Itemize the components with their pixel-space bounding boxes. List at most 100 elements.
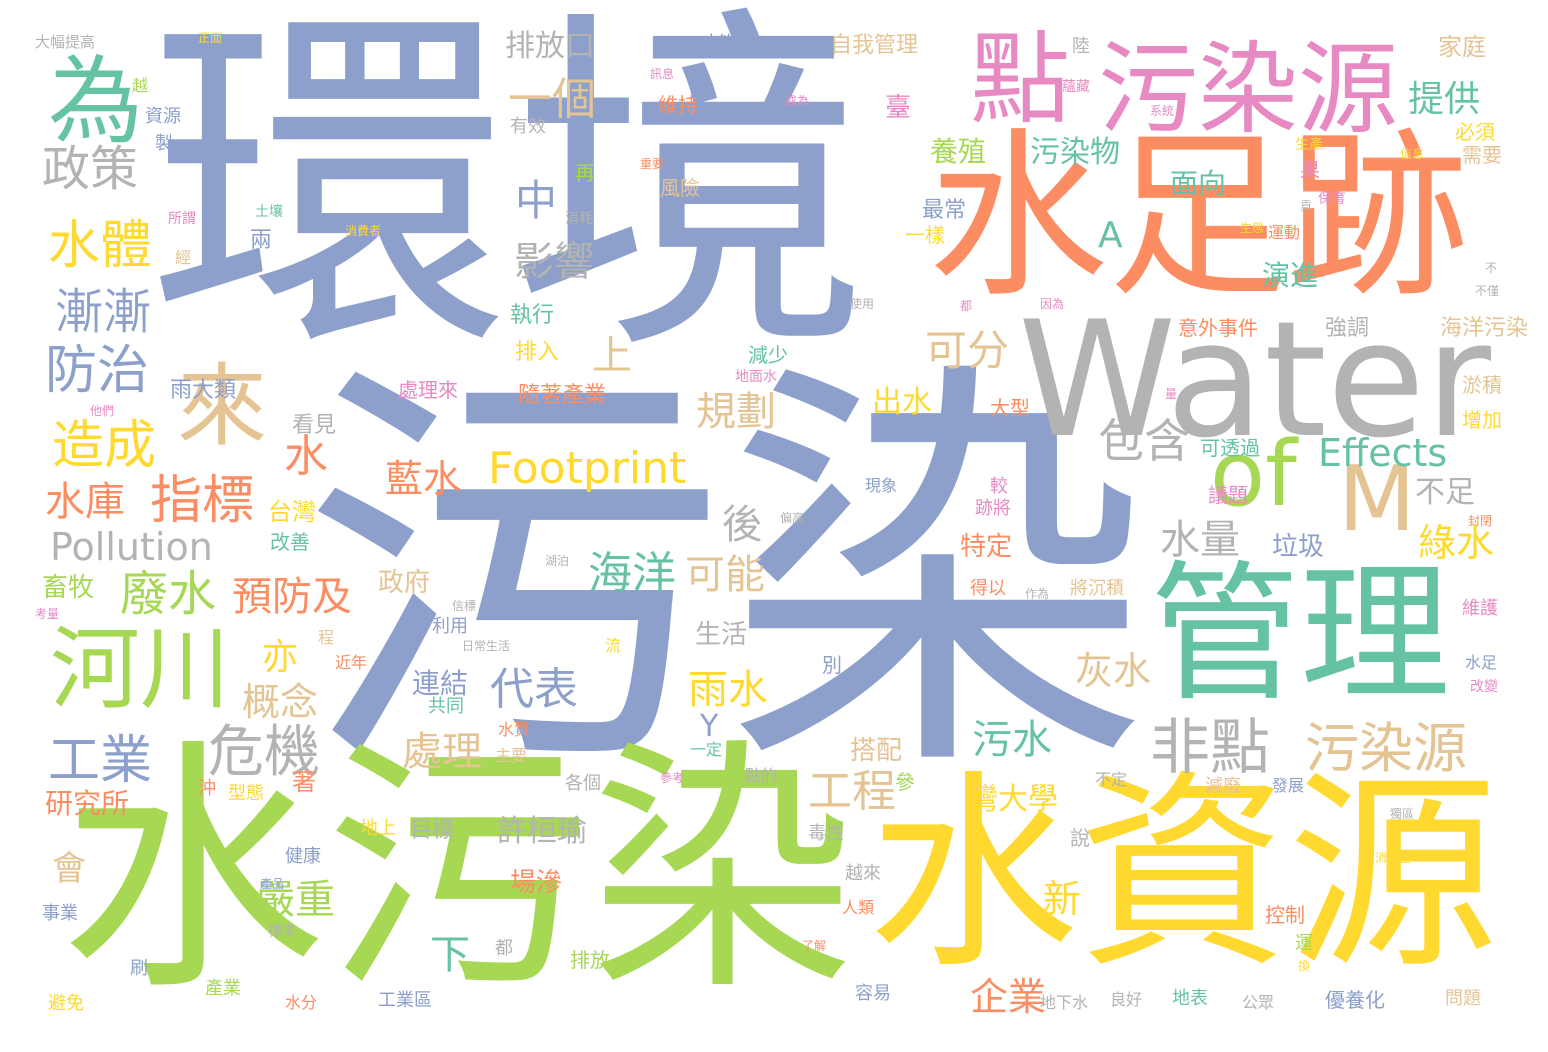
- word-yanjiusuo: 研究所: [45, 787, 130, 820]
- word-dibiao: 地表: [1172, 988, 1208, 1009]
- word-zuowei: 作為: [1025, 587, 1050, 601]
- word-zhe: 著: [292, 768, 316, 796]
- word-gaibian: 改變: [1470, 679, 1498, 695]
- word-shuiliang: 水量: [1160, 517, 1240, 563]
- word-shengchan: 生產: [1295, 137, 1323, 153]
- word-chengshi: 重要: [640, 157, 665, 171]
- word-yue: 越: [132, 76, 149, 95]
- word-xia: 下: [430, 932, 470, 978]
- word-zhibiao: 指標: [150, 471, 255, 531]
- word-yuelaiyue: 越來: [845, 863, 881, 884]
- word-zhengce: 政策: [42, 141, 139, 197]
- word-dian2: 點的: [745, 766, 778, 785]
- word-bubu: 不足: [1415, 475, 1475, 510]
- word-xitong: 系統: [1150, 104, 1175, 118]
- word-duzhuan: 獨區: [1390, 807, 1415, 821]
- word-yufangji: 預防及: [232, 574, 352, 620]
- word-renlei: 人類: [842, 898, 875, 917]
- word-haiyangwr: 海洋污染: [1440, 316, 1529, 341]
- word-wuranwu: 污染物: [1030, 135, 1120, 170]
- word-wenti: 問題: [1445, 988, 1481, 1009]
- word-ziyuan: 資源: [145, 106, 181, 127]
- word-xianxiang: 現象: [865, 476, 898, 495]
- word-shua: 刷: [130, 958, 148, 979]
- word-keneng: 可能: [685, 552, 765, 598]
- word-wuranyuan-top: 污染源: [1098, 31, 1398, 148]
- word-lanshui: 藍水: [385, 457, 462, 501]
- word-cheng: 程: [318, 628, 335, 647]
- word-yanjin: 演進: [1262, 259, 1319, 292]
- word-jiao: 較: [990, 476, 1008, 497]
- word-mubiao: 目標: [410, 818, 455, 843]
- word-zhi: 製: [155, 133, 173, 154]
- word-zhengmian: 正面: [198, 31, 223, 45]
- word-zuichang: 最常: [922, 198, 967, 223]
- word-yunhan: 蘊藏: [1062, 79, 1090, 95]
- word-shuiku: 水庫: [45, 479, 125, 525]
- word-xingtai: 型態: [228, 783, 264, 804]
- word-xiaofeiliang: 消費量: [1375, 851, 1412, 865]
- word-weishengwu: 生態: [1240, 221, 1265, 235]
- word-kongzhi: 控制: [1265, 903, 1305, 927]
- word-kanjian: 看見: [292, 413, 337, 438]
- word-yangzhi: 養殖: [930, 135, 987, 168]
- word-gaishan: 改善: [270, 530, 310, 554]
- word-shuo: 說: [1070, 826, 1090, 850]
- word-xuhuanyu: 許桓瑜: [497, 814, 587, 849]
- word-gongye: 工業: [48, 731, 153, 791]
- word-shenghuo: 生活: [695, 620, 748, 650]
- word-jijiang: 跡將: [975, 498, 1011, 519]
- word-qiye: 企業: [970, 975, 1047, 1019]
- word-yinwei: 因為: [1040, 297, 1065, 311]
- word-hupo: 湖泊: [545, 554, 570, 568]
- word-chaqiao: 場滲: [510, 868, 563, 898]
- word-zhong: 中: [515, 176, 558, 225]
- word-shui: 水: [284, 431, 328, 482]
- word-ziwo: 自我管理: [830, 33, 919, 58]
- word-turang: 土壤: [255, 204, 283, 220]
- word-yige: 一個: [508, 74, 596, 125]
- word-wei: 為: [48, 47, 144, 157]
- word-tingzhi: 偏高: [780, 511, 805, 525]
- word-weichi: 維持: [658, 93, 698, 117]
- word-zaocheng: 造成: [52, 416, 157, 476]
- word-dian: 點: [970, 21, 1070, 138]
- word-paifangkou: 排放口: [505, 29, 595, 64]
- word-shuizu: 水足: [1465, 653, 1498, 672]
- word-chong: 沖: [198, 778, 216, 799]
- word-taiwan: 台灣: [268, 498, 316, 526]
- word-shuizhi: 水質: [498, 720, 531, 739]
- word-laji: 垃圾: [1272, 532, 1325, 562]
- word-fangzhi: 防治: [45, 341, 150, 401]
- word-lu: 陸: [1072, 36, 1090, 57]
- word-guo: 果: [1300, 158, 1320, 182]
- word-zhaosui: 參考: [660, 771, 685, 785]
- word-jiankang: 健康: [285, 846, 321, 867]
- word-youxiao: 有效: [510, 116, 546, 137]
- word-jing: 經: [175, 248, 192, 267]
- word-weihu: 維護: [1462, 598, 1498, 619]
- word-qiangdiao: 強調: [1325, 316, 1370, 341]
- word-jinnian: 近年: [335, 653, 368, 672]
- word-tai: 臺: [885, 93, 912, 123]
- word-pollution: Pollution: [50, 525, 213, 569]
- word-chanye: 隨著產業: [518, 383, 607, 408]
- word-huishui: 灰水: [1075, 649, 1152, 693]
- word-duxing: 毒性: [808, 823, 844, 844]
- word-buding: 不定: [1095, 770, 1128, 789]
- word-jiangchen: 將沉積: [1070, 578, 1124, 599]
- word-xunxi: 訊息: [650, 67, 675, 81]
- word-yiwai: 意外事件: [1178, 316, 1258, 340]
- word-xumu: 畜牧: [42, 573, 95, 603]
- word-bixu: 必須: [1455, 120, 1495, 144]
- word-yi: 亦: [262, 637, 299, 678]
- word-shiyong: 使用: [850, 297, 875, 311]
- word-yundong: 運動: [1268, 223, 1301, 242]
- word-liangbiao: 量: [1165, 387, 1178, 401]
- word-hechuan: 河川: [50, 617, 230, 722]
- word-footprint: Footprint: [488, 443, 687, 494]
- word-youhua: 優養化: [1325, 988, 1385, 1012]
- word-zhuyao: 主要: [495, 746, 528, 765]
- word-caineng: 才能: [700, 33, 736, 54]
